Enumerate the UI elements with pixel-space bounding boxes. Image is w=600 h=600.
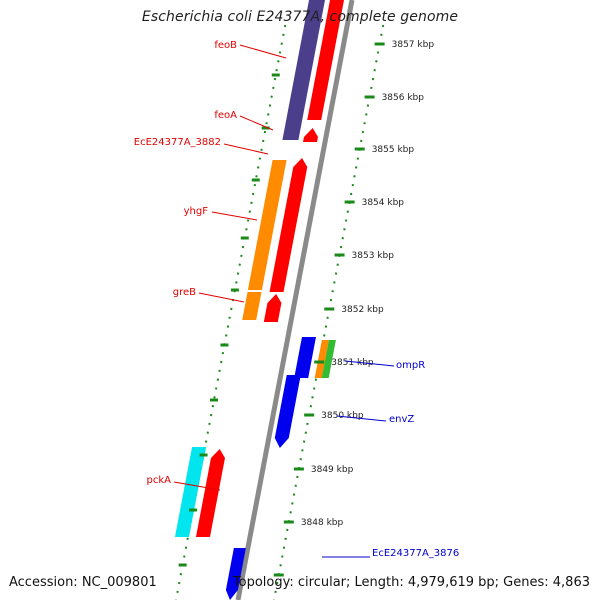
feoB-cds-bar	[307, 0, 344, 120]
kbp-tick-label: 3848 kbp	[301, 518, 344, 528]
outer-dotted-ring	[273, 24, 385, 600]
gene-label: feoA	[214, 110, 237, 121]
kbp-tick-label: 3851 kbp	[331, 358, 374, 368]
gene-leader-line	[239, 44, 287, 59]
gene-leader-line	[211, 211, 258, 221]
envZ-gene-bar	[274, 375, 301, 448]
EcE24377A_3876-gene-bar	[225, 548, 246, 600]
gene-label: envZ	[389, 414, 414, 425]
greB-cds-bar	[263, 294, 282, 322]
gene-label: greB	[173, 287, 196, 298]
gene-leader-line	[239, 115, 274, 131]
gene-leader-line	[173, 481, 221, 491]
gene-leader-line	[223, 143, 269, 155]
kbp-tick-label: 3855 kbp	[372, 145, 415, 155]
kbp-tick-label: 3849 kbp	[311, 465, 354, 475]
kbp-tick-label: 3856 kbp	[382, 93, 425, 103]
kbp-tick-label: 3853 kbp	[352, 251, 395, 261]
gene-label: yhgF	[184, 206, 209, 217]
ompR-gene-bar	[294, 337, 316, 378]
kbp-tick-label: 3857 kbp	[392, 40, 435, 50]
kbp-tick-label: 3854 kbp	[362, 198, 405, 208]
gene-label: EcE24377A_3882	[134, 137, 221, 148]
accession-text: Accession: NC_009801	[9, 575, 157, 590]
yhgF-gene-bar	[247, 160, 287, 290]
pckA-gene-bar	[174, 447, 207, 537]
kbp-tick-label: 3852 kbp	[341, 305, 384, 315]
gene-leader-line	[336, 415, 387, 422]
gene-label: EcE24377A_3876	[372, 548, 459, 559]
feoB-gene-bar	[282, 0, 325, 140]
gene-label: pckA	[147, 475, 172, 486]
yhgF-cds-bar	[269, 158, 308, 292]
ompR-misc-bar	[321, 340, 336, 378]
genome-summary-text: Topology: circular; Length: 4,979,619 bp…	[232, 575, 590, 590]
ompR-cds-bar	[314, 340, 329, 378]
feoA-cds-bar	[303, 128, 318, 142]
figure-title: Escherichia coli E24377A, complete genom…	[141, 9, 459, 25]
gene-leader-line	[344, 360, 395, 367]
genome-backbone	[235, 0, 355, 600]
gene-label: ompR	[396, 360, 425, 371]
gene-leader-line	[198, 292, 245, 303]
gene-label: feoB	[214, 40, 237, 51]
kbp-tick-label: 3850 kbp	[321, 411, 364, 421]
greB-gene-bar	[242, 292, 262, 320]
pckA-cds-bar	[195, 449, 225, 537]
